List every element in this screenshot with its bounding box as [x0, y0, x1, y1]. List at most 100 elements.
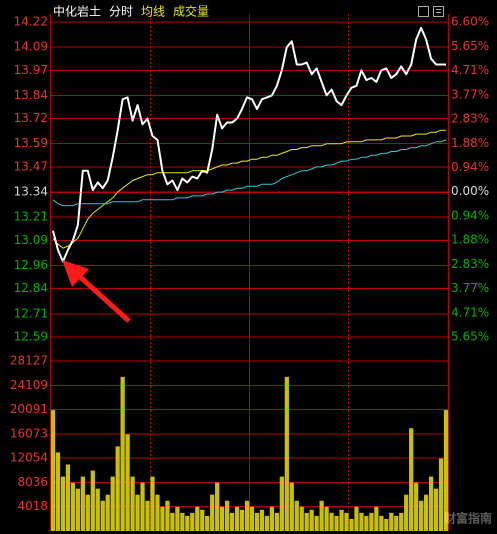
volume-bar	[65, 464, 71, 531]
volume-bar	[428, 476, 434, 531]
volume-bar	[110, 476, 115, 531]
volume-bar	[289, 482, 294, 531]
volume-bar	[404, 494, 409, 531]
volume-bar	[135, 494, 140, 531]
volume-bar	[394, 515, 399, 531]
volume-bar	[304, 512, 309, 531]
volume-bar	[269, 506, 275, 531]
y-tick-label: 13.84	[14, 88, 48, 102]
volume-bar	[329, 512, 334, 531]
y2-tick-label: 0.00%	[451, 184, 489, 198]
volume-bar	[80, 476, 85, 531]
y-tick-label: 16073	[10, 426, 48, 440]
arrow-head	[62, 260, 89, 287]
volume-bar	[319, 500, 324, 531]
y2-tick-label: 4.71%	[451, 63, 489, 77]
volume-bar	[374, 506, 379, 531]
y-tick-label: 20091	[10, 402, 48, 416]
volume-bar	[324, 506, 329, 531]
volume-bar	[60, 476, 66, 531]
volume-bar	[433, 488, 439, 531]
volume-bar	[423, 494, 429, 531]
volume-bar	[349, 518, 354, 531]
volume-bar	[105, 494, 110, 531]
arrow-shaft	[76, 273, 131, 323]
volume-bar	[195, 506, 200, 531]
volume-bar	[115, 446, 120, 531]
y-tick-label: 14.09	[14, 40, 48, 54]
volume-bar	[220, 506, 225, 531]
volume-bar	[140, 482, 145, 531]
y-tick-label: 13.34	[14, 185, 48, 199]
y-tick-label: 14.22	[14, 15, 48, 29]
volume-bar	[239, 509, 245, 531]
header-label: 均线	[141, 5, 165, 19]
volume-bar	[185, 515, 190, 531]
volume-bar	[125, 434, 130, 531]
volume-bar	[314, 515, 319, 531]
y-tick-label: 13.47	[14, 159, 48, 173]
volume-bar	[279, 476, 284, 531]
toolbar-icons[interactable]	[418, 6, 444, 17]
volume-bar	[284, 376, 289, 531]
volume-bar	[443, 410, 449, 531]
y2-tick-label: 0.94%	[451, 208, 489, 222]
y-tick-label: 12.96	[14, 258, 48, 272]
volume-bar	[379, 515, 384, 531]
volume-bar	[155, 494, 160, 531]
volume-bar	[274, 512, 279, 531]
volume-bar	[130, 476, 135, 531]
volume-bar	[264, 515, 270, 531]
frame	[50, 14, 449, 531]
volume-bar	[170, 512, 175, 531]
header-label: 分时	[109, 5, 133, 19]
series-line	[52, 139, 447, 207]
series-line	[52, 26, 446, 263]
y2-tick-label: 1.88%	[451, 233, 489, 247]
y2-tick-label: 1.88%	[451, 136, 489, 150]
volume-bar	[359, 512, 364, 531]
y-tick-label: 13.21	[14, 210, 48, 224]
volume-bar	[254, 512, 260, 531]
volume-bar	[339, 509, 344, 531]
volume-bar	[210, 494, 215, 531]
volume-bar	[389, 512, 394, 531]
volume-bar	[200, 509, 205, 531]
volume-bar	[249, 506, 255, 531]
volume-bar	[438, 458, 444, 531]
volume-bar	[50, 410, 56, 531]
y2-tick-label: 2.83%	[451, 111, 489, 125]
volume-bar	[299, 506, 304, 531]
y-tick-label: 13.72	[14, 111, 48, 125]
volume-bar	[120, 376, 125, 531]
volume-bar	[244, 500, 250, 531]
icon-menu[interactable]	[433, 6, 444, 17]
y-tick-label: 13.97	[14, 63, 48, 77]
volume-bar	[55, 452, 61, 531]
y2-tick-label: 4.71%	[451, 305, 489, 319]
volume-bar	[259, 509, 265, 531]
volume-bar	[364, 515, 369, 531]
icon-window[interactable]	[418, 6, 429, 17]
volume-bar	[150, 476, 155, 531]
volume-bar	[190, 512, 195, 531]
watermark: 财富指南	[443, 511, 492, 526]
volume-bar	[334, 515, 339, 531]
volume-bar	[384, 518, 389, 531]
volume-bar	[100, 500, 105, 531]
volume-bar	[234, 506, 240, 531]
y-tick-label: 12.84	[14, 281, 48, 295]
volume-bar	[145, 500, 150, 531]
y2-tick-label: 0.94%	[451, 160, 489, 174]
header-label: 成交量	[173, 4, 209, 19]
volume-bar	[369, 512, 374, 531]
volume-bar	[90, 470, 95, 531]
y2-tick-label: 3.77%	[451, 87, 489, 101]
y-tick-label: 24109	[10, 378, 48, 392]
volume-bar	[294, 500, 299, 531]
volume-bar	[229, 512, 235, 531]
volume-bar	[354, 506, 359, 531]
y2-tick-label: 3.77%	[451, 281, 489, 295]
